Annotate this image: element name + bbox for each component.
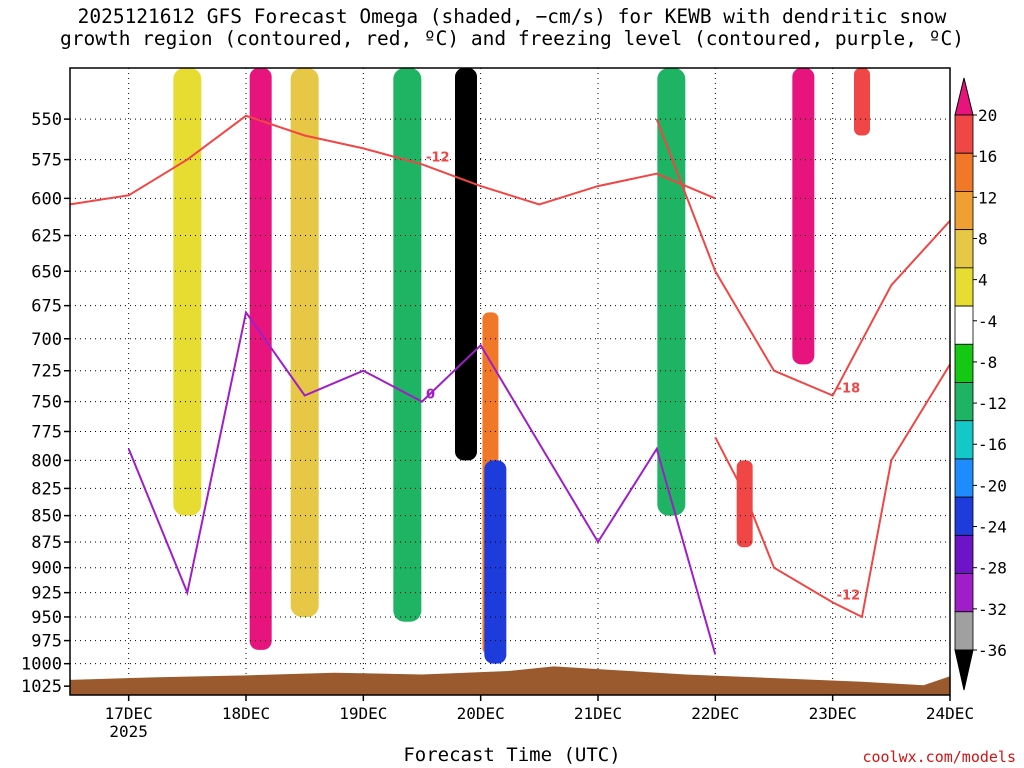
colorbar-top-arrow [954,77,974,116]
x-tick-label-0: 17DEC [105,704,153,723]
colorbar-tick-label-1: 16 [978,147,997,166]
omega-feature-6 [484,460,507,664]
colorbar-swatch-10 [954,496,974,536]
y-tick-label-3: 625 [31,227,62,247]
omega-feature-8 [736,460,753,548]
plot-frame [69,67,951,696]
contour-series-2 [714,363,950,619]
y-axis-pressure-ticks: 550 575 600 625 650 675 700 725 750 775 800 825 850 8… [21,110,70,697]
colorbar-swatch-7 [954,382,974,422]
x-axis-title: Forecast Time (UTC) [403,744,621,766]
contour-series-3 [127,309,717,655]
y-tick-label-12: 850 [31,507,62,527]
colorbar-tick-label-13: -36 [978,641,1007,660]
x-tick-label-5: 22DEC [691,704,739,723]
y-tick-label-9: 775 [31,422,62,442]
y-tick-label-19: 1025 [21,677,62,697]
chart-title-line-2: growth region (contoured, red, ºC) and f… [60,27,964,50]
colorbar-tick-label-5: -4 [978,312,997,331]
colorbar-swatch-0 [954,114,974,154]
colorbar-tick-label-12: -32 [978,600,1007,619]
x-year-label: 2025 [109,722,148,741]
chart-title-line-1: 2025121612 GFS Forecast Omega (shaded, −… [77,5,947,28]
colorbar-swatch-9 [954,458,974,498]
colorbar-bottom-arrow [954,649,974,691]
colorbar-tick-label-6: -8 [978,353,997,372]
omega-feature-9 [792,68,815,365]
plot-border [69,67,951,696]
colorbar-swatch-8 [954,420,974,460]
colorbar-swatch-11 [954,534,974,574]
y-tick-label-17: 975 [31,632,62,652]
omega-feature-7 [657,68,686,516]
y-tick-label-18: 1000 [21,655,62,675]
y-tick-label-11: 825 [31,479,62,499]
colorbar-swatch-6 [954,343,974,383]
colorbar-tick-label-11: -28 [978,559,1007,578]
terrain-layer [70,666,950,695]
colorbar-tick-label-2: 12 [978,188,997,207]
y-tick-label-14: 900 [31,559,62,579]
colorbar-tick-label-10: -24 [978,518,1007,537]
y-tick-label-4: 650 [31,262,62,282]
source-credit: coolwx.com/models [862,748,1016,766]
y-tick-label-6: 700 [31,330,62,350]
y-tick-label-10: 800 [31,451,62,471]
x-tick-label-1: 18DEC [222,704,270,723]
chart-title: 2025121612 GFS Forecast Omega (shaded, −… [0,6,1024,50]
y-tick-label-5: 675 [31,297,62,317]
x-axis-time-ticks: 17DEC 18DEC 19DEC 20DEC 21DEC 22DEC 23DEC 24DEC… [105,695,974,741]
contour-series-0 [70,114,716,206]
x-tick-label-6: 23DEC [809,704,857,723]
colorbar-tick-label-9: -20 [978,476,1007,495]
y-tick-label-1: 575 [31,151,62,171]
colorbar-tick-label-7: -12 [978,394,1007,413]
x-tick-label-3: 20DEC [457,704,505,723]
contour-layer: -12 -18 -12 0 [70,114,950,655]
contour-label-1: -18 [837,382,861,397]
contour-label-3: 0 [426,388,435,403]
colorbar-tick-label-4: 4 [978,271,988,290]
colorbar-swatch-1 [954,152,974,192]
y-tick-label-15: 925 [31,584,62,604]
contour-label-2: -12 [837,588,861,603]
colorbar: 20 16 12 8 4 -4 -8 -12 -16 -20 -24 -28 -32 -36 [954,77,1007,691]
terrain-surface [70,666,950,695]
colorbar-swatch-5 [954,305,974,345]
x-tick-label-2: 19DEC [339,704,387,723]
omega-feature-10 [854,68,870,136]
omega-feature-0 [249,68,272,650]
colorbar-tick-label-3: 8 [978,229,988,248]
contour-label-0: -12 [426,150,450,165]
y-tick-label-8: 750 [31,393,62,413]
colorbar-swatch-3 [954,229,974,269]
y-tick-label-13: 875 [31,533,62,553]
grid-layer [70,68,950,695]
y-tick-label-16: 950 [31,608,62,628]
colorbar-swatch-12 [954,573,974,613]
colorbar-swatch-13 [954,611,974,651]
omega-feature-1 [173,68,202,516]
y-tick-label-7: 725 [31,362,62,382]
contour-series-1 [655,118,950,397]
omega-feature-4 [455,68,477,461]
colorbar-tick-label-8: -16 [978,435,1007,454]
colorbar-swatch-2 [954,191,974,231]
colorbar-swatch-4 [954,267,974,307]
colorbar-tick-label-0: 20 [978,106,997,125]
omega-feature-3 [393,68,422,622]
omega-feature-2 [290,68,319,617]
y-tick-label-0: 550 [31,110,62,130]
omega-shading-layer [173,68,870,664]
x-tick-label-4: 21DEC [574,704,622,723]
x-tick-label-7: 24DEC [926,704,974,723]
y-tick-label-2: 600 [31,189,62,209]
